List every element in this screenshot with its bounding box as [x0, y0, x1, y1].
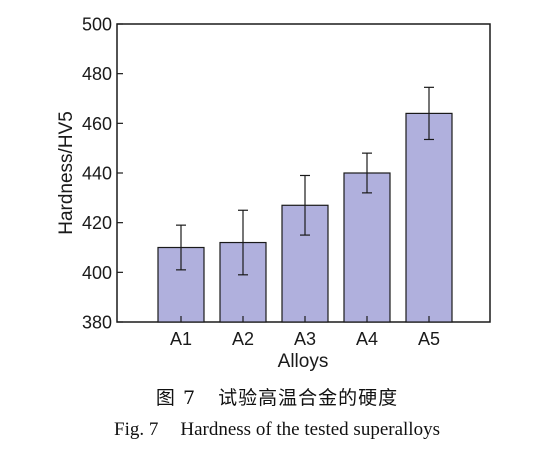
y-axis-label: Hardness/HV5 — [56, 111, 77, 235]
y-tick-label: 400 — [82, 263, 112, 283]
caption-cn-text: 试验高温合金的硬度 — [218, 387, 399, 409]
x-axis-label: Alloys — [278, 351, 329, 372]
x-tick-label: A3 — [294, 329, 316, 349]
y-axis: 380 400 420 440 460 480 500 — [82, 15, 123, 333]
caption-en-label: Fig. 7 — [114, 419, 159, 440]
y-tick-label: 380 — [82, 313, 112, 333]
caption-cn-label: 图 7 — [155, 387, 197, 409]
bars — [157, 86, 453, 323]
y-tick-label: 460 — [82, 114, 112, 134]
x-tick-label: A1 — [170, 329, 192, 349]
caption-chinese: 图 7 试验高温合金的硬度 — [0, 383, 554, 410]
bar-chart: 380 400 420 440 460 480 500 A1 A2 A3 A4 A5 Hardnes… — [56, 15, 491, 372]
y-tick-label: 480 — [82, 64, 112, 84]
y-tick-label: 420 — [82, 213, 112, 233]
x-tick-label: A2 — [232, 329, 254, 349]
x-tick-label: A5 — [418, 329, 440, 349]
x-tick-label: A4 — [356, 329, 378, 349]
y-tick-label: 500 — [82, 15, 112, 35]
bar-A5 — [405, 112, 453, 323]
caption-english: Fig. 7 Hardness of the tested superalloys — [0, 419, 554, 441]
bar-A4 — [343, 172, 391, 323]
caption-en-text: Hardness of the tested superalloys — [180, 419, 440, 440]
x-axis: A1 A2 A3 A4 A5 — [170, 316, 440, 349]
y-tick-label: 440 — [82, 164, 112, 184]
